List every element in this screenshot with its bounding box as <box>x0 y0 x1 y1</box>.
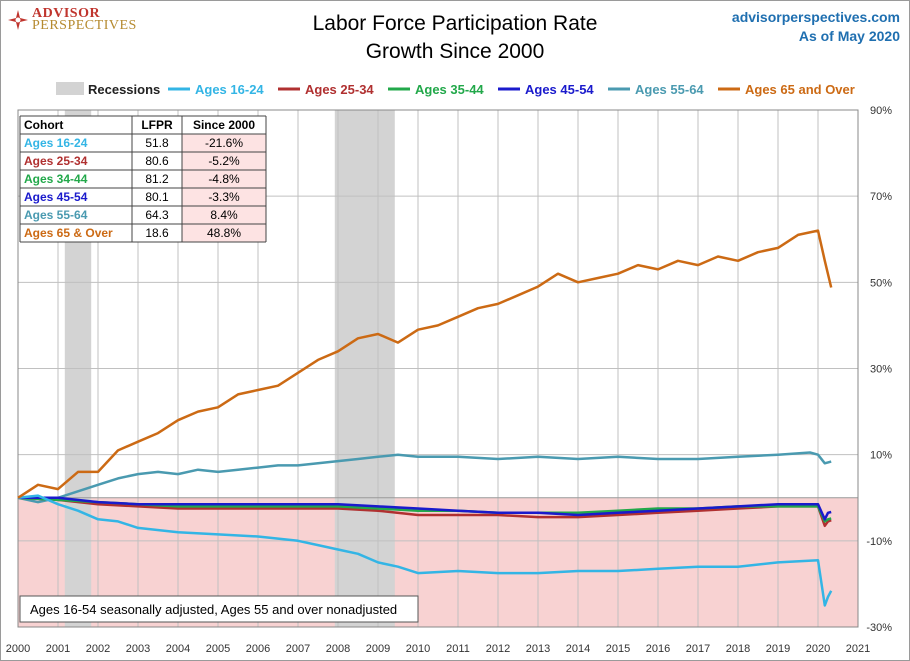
x-tick-label: 2015 <box>606 643 630 655</box>
table-since: -21.6% <box>205 136 243 150</box>
legend-label: Ages 35-44 <box>415 82 484 97</box>
y-tick-label: 70% <box>870 191 892 203</box>
legend-recessions-label: Recessions <box>88 82 160 97</box>
x-tick-label: 2005 <box>206 643 230 655</box>
legend-label: Ages 65 and Over <box>745 82 855 97</box>
table-cohort: Ages 34-44 <box>24 172 88 186</box>
table-since: -5.2% <box>208 154 240 168</box>
table-lfpr: 51.8 <box>145 136 169 150</box>
x-tick-label: 2010 <box>406 643 430 655</box>
legend-label: Ages 45-54 <box>525 82 594 97</box>
x-tick-label: 2006 <box>246 643 270 655</box>
legend-recession-swatch <box>56 82 84 95</box>
as-of-date: As of May 2020 <box>798 28 900 44</box>
table-header: Cohort <box>24 118 63 132</box>
logo: ADVISOR PERSPECTIVES <box>8 6 137 33</box>
x-tick-label: 2016 <box>646 643 670 655</box>
table-cohort: Ages 25-34 <box>24 154 88 168</box>
table-header: Since 2000 <box>193 118 255 132</box>
table-lfpr: 64.3 <box>145 208 169 222</box>
x-tick-label: 2007 <box>286 643 310 655</box>
legend-label: Ages 16-24 <box>195 82 264 97</box>
x-tick-label: 2000 <box>6 643 30 655</box>
series-line <box>17 451 832 504</box>
x-tick-label: 2012 <box>486 643 510 655</box>
series-line <box>17 494 833 607</box>
y-tick-label: 10% <box>870 450 892 462</box>
x-tick-label: 2008 <box>326 643 350 655</box>
table-lfpr: 81.2 <box>145 172 169 186</box>
table-cohort: Ages 45-54 <box>24 190 88 204</box>
y-tick-label: 30% <box>870 364 892 376</box>
x-tick-label: 2009 <box>366 643 390 655</box>
series-line <box>17 229 833 499</box>
plot-border <box>17 109 859 628</box>
x-tick-label: 2019 <box>766 643 790 655</box>
site-url: advisorperspectives.com <box>731 9 900 25</box>
table-since: -4.8% <box>208 172 240 186</box>
x-tick-label: 2001 <box>46 643 70 655</box>
table-since: -3.3% <box>208 190 240 204</box>
legend-label: Ages 55-64 <box>635 82 704 97</box>
table-cohort: Ages 16-24 <box>24 136 88 150</box>
x-tick-label: 2011 <box>446 643 470 655</box>
chart-title-line1: Labor Force Participation Rate <box>312 12 598 35</box>
table-since: 48.8% <box>207 226 241 240</box>
logo-line2: PERSPECTIVES <box>32 18 137 33</box>
chart-title-line2: Growth Since 2000 <box>365 40 545 63</box>
x-tick-label: 2014 <box>566 643 590 655</box>
logo-line1: ADVISOR <box>32 6 101 21</box>
table-lfpr: 80.1 <box>145 190 169 204</box>
table-header: LFPR <box>141 118 173 132</box>
legend-label: Ages 25-34 <box>305 82 374 97</box>
source-info: advisorperspectives.com As of May 2020 <box>732 8 900 46</box>
table-lfpr: 18.6 <box>145 226 169 240</box>
y-tick-label: -30% <box>866 622 892 634</box>
note-box <box>19 595 419 623</box>
note-text: Ages 16-54 seasonally adjusted, Ages 55 … <box>30 602 397 617</box>
x-tick-label: 2013 <box>526 643 550 655</box>
y-tick-label: -10% <box>866 536 892 548</box>
x-tick-label: 2002 <box>86 643 110 655</box>
x-tick-label: 2004 <box>166 643 190 655</box>
y-tick-label: 90% <box>870 105 892 117</box>
x-tick-label: 2017 <box>686 643 710 655</box>
y-tick-label: 50% <box>870 277 892 289</box>
x-tick-label: 2003 <box>126 643 150 655</box>
table-since: 8.4% <box>210 208 238 222</box>
x-tick-label: 2021 <box>846 643 870 655</box>
compass-rose-icon <box>8 10 28 30</box>
x-tick-label: 2020 <box>806 643 830 655</box>
table-lfpr: 80.6 <box>145 154 169 168</box>
x-tick-label: 2018 <box>726 643 750 655</box>
series-line <box>18 496 832 521</box>
table-cohort: Ages 65 & Over <box>24 226 113 240</box>
table-cohort: Ages 55-64 <box>24 208 88 222</box>
